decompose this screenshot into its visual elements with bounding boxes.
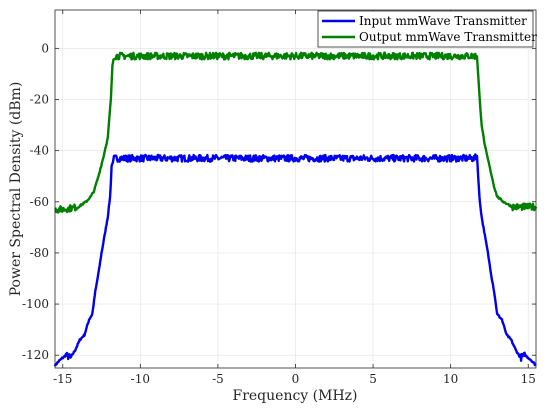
y-tick-label: -120	[22, 348, 49, 362]
x-tick-label: -5	[212, 372, 224, 386]
x-axis-title: Frequency (MHz)	[232, 388, 357, 404]
series-line-1	[54, 51, 538, 214]
y-tick-label: -60	[30, 195, 49, 209]
x-tick-label: 5	[369, 372, 377, 386]
legend-label-input: Input mmWave Transmitter	[359, 14, 527, 28]
y-tick-label: -20	[30, 93, 49, 107]
x-tick-label: 15	[521, 372, 536, 386]
x-tick-label: 10	[443, 372, 458, 386]
x-tick-label: -15	[53, 372, 72, 386]
x-tick-label: -10	[131, 372, 150, 386]
y-axis-title: Power Spectral Density (dBm)	[8, 82, 24, 297]
y-tick-label: -100	[22, 297, 49, 311]
y-axis: -120 -100 -80 -60 -40 -20 0	[22, 41, 536, 362]
legend: Input mmWave Transmitter Output mmWave T…	[317, 10, 537, 48]
series-layer	[53, 51, 538, 367]
x-axis: -15 -10 -5 0 5 10 15	[53, 10, 536, 386]
x-tick-label: 0	[292, 372, 300, 386]
y-tick-label: -80	[30, 246, 49, 260]
series-line-0	[53, 153, 537, 367]
legend-box	[317, 10, 534, 48]
grid-lines	[55, 10, 536, 368]
legend-label-output: Output mmWave Transmitter	[359, 30, 537, 44]
y-tick-label: -40	[30, 144, 49, 158]
y-tick-label: 0	[41, 41, 49, 55]
